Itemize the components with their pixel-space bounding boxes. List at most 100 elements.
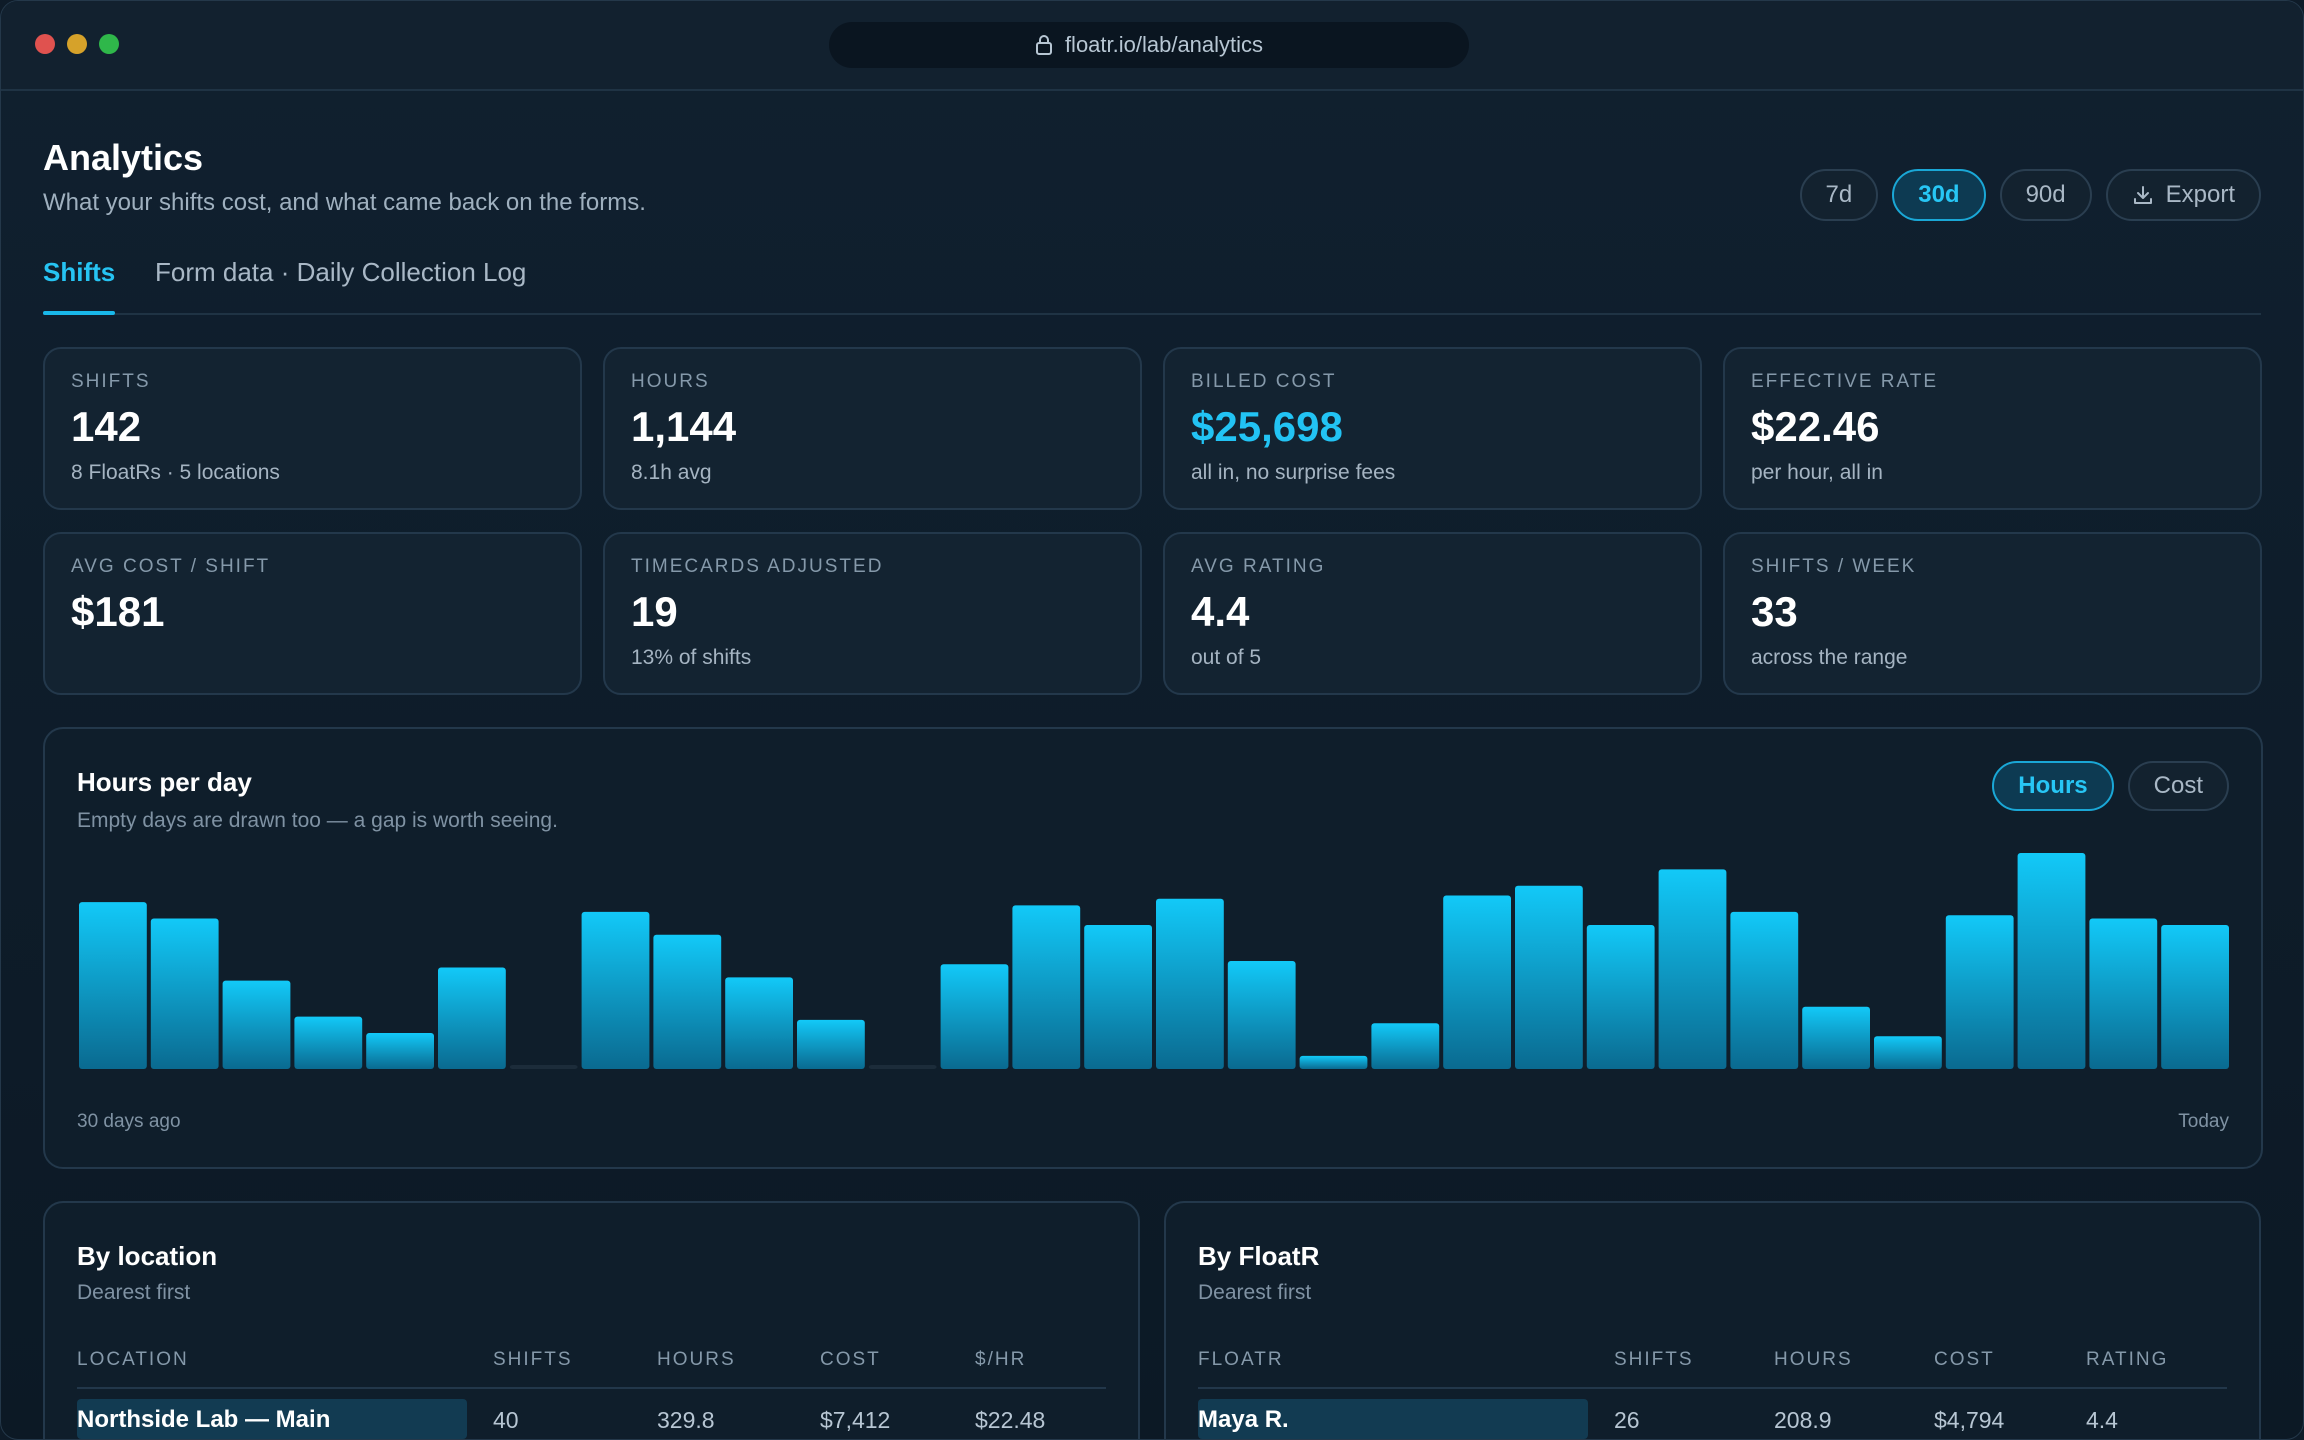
column-header[interactable]: LOCATION xyxy=(77,1349,189,1370)
page-title: Analytics xyxy=(43,137,204,178)
date-range-selector: 7d 30d 90d Export xyxy=(1799,169,2261,221)
hours-cell: 329.8 xyxy=(657,1407,715,1433)
kpi-card-shifts: SHIFTS 142 8 FloatRs · 5 locations xyxy=(43,347,582,510)
bar-day-17[interactable] xyxy=(1227,961,1296,1069)
rate-cell: $22.48 xyxy=(975,1407,1046,1433)
cost-share-bar xyxy=(77,1399,467,1439)
url-bar[interactable]: floatr.io/lab/analytics xyxy=(829,22,1469,68)
kpi-note: 13% of shifts xyxy=(631,646,752,669)
column-header[interactable]: SHIFTS xyxy=(1614,1349,1694,1370)
kpi-card-billed-cost: BILLED COST $25,698 all in, no surprise … xyxy=(1163,347,1702,510)
column-header[interactable]: RATING xyxy=(2086,1349,2169,1370)
kpi-grid: SHIFTS 142 8 FloatRs · 5 locations HOURS… xyxy=(43,347,2263,695)
close-window-button[interactable] xyxy=(35,34,55,54)
tab-shifts[interactable]: Shifts xyxy=(43,257,116,287)
title-bar: floatr.io/lab/analytics xyxy=(1,1,2303,91)
tab-form-data[interactable]: Form data · Daily Collection Log xyxy=(155,257,527,287)
bar-day-27[interactable] xyxy=(1945,915,2014,1069)
bar-day-3[interactable] xyxy=(222,980,291,1069)
column-header[interactable]: SHIFTS xyxy=(493,1349,573,1370)
kpi-label: BILLED COST xyxy=(1191,371,1337,392)
bar-day-18[interactable] xyxy=(1299,1055,1368,1069)
bar-day-19[interactable] xyxy=(1371,1023,1440,1069)
range-7d-button[interactable]: 7d xyxy=(1799,169,1879,221)
bar-day-28[interactable] xyxy=(2017,853,2086,1069)
column-header[interactable]: HOURS xyxy=(657,1349,736,1370)
table-header: LOCATION SHIFTS HOURS COST $/HR xyxy=(77,1349,1106,1389)
kpi-card-effective-rate: EFFECTIVE RATE $22.46 per hour, all in xyxy=(1723,347,2262,510)
column-header[interactable]: COST xyxy=(820,1349,881,1370)
bar-day-11[interactable] xyxy=(797,1019,865,1069)
kpi-value: $25,698 xyxy=(1191,403,1343,450)
bar-day-22[interactable] xyxy=(1586,925,1655,1069)
kpi-value: $181 xyxy=(71,588,165,635)
bar-day-29[interactable] xyxy=(2089,918,2158,1070)
kpi-value: 19 xyxy=(631,588,678,635)
cost-cell: $4,794 xyxy=(1934,1407,2005,1433)
tab-bar: Shifts Form data · Daily Collection Log xyxy=(43,251,2261,315)
kpi-card-hours: HOURS 1,144 8.1h avg xyxy=(603,347,1142,510)
table-subtitle: Dearest first xyxy=(1198,1281,1312,1304)
chart-title: Hours per day xyxy=(77,767,252,797)
chart-subtitle: Empty days are drawn too — a gap is wort… xyxy=(77,809,558,832)
bar-day-1[interactable] xyxy=(79,902,147,1069)
bar-day-24[interactable] xyxy=(1730,911,1799,1069)
bar-day-9[interactable] xyxy=(653,934,722,1069)
range-90d-button[interactable]: 90d xyxy=(1999,169,2092,221)
bar-day-10[interactable] xyxy=(725,977,793,1069)
kpi-value: 142 xyxy=(71,403,142,450)
bar-day-6[interactable] xyxy=(438,967,506,1070)
url-text: floatr.io/lab/analytics xyxy=(1064,32,1264,57)
export-button[interactable]: Export xyxy=(2105,169,2261,221)
kpi-label: SHIFTS / WEEK xyxy=(1751,556,1917,577)
bar-day-12[interactable] xyxy=(868,1065,937,1069)
maximize-window-button[interactable] xyxy=(99,34,119,54)
kpi-note: all in, no surprise fees xyxy=(1191,461,1396,484)
minimize-window-button[interactable] xyxy=(67,34,87,54)
column-header[interactable]: COST xyxy=(1934,1349,1995,1370)
bar-day-5[interactable] xyxy=(366,1033,434,1069)
bar-day-30[interactable] xyxy=(2161,925,2229,1069)
bar-day-7[interactable] xyxy=(509,1065,578,1069)
table-subtitle: Dearest first xyxy=(77,1281,191,1304)
kpi-note: 8 FloatRs · 5 locations xyxy=(71,461,280,484)
column-header[interactable]: $/HR xyxy=(975,1349,1027,1370)
hours-bar-chart xyxy=(79,853,2229,1070)
bar-day-14[interactable] xyxy=(1012,905,1081,1069)
by-location-card: By location Dearest first LOCATION SHIFT… xyxy=(43,1201,1140,1439)
hours-per-day-chart-card: Hours per day Empty days are drawn too —… xyxy=(43,727,2263,1169)
bar-day-16[interactable] xyxy=(1156,898,1224,1069)
x-axis-end-label: Today xyxy=(2178,1111,2229,1132)
bar-day-23[interactable] xyxy=(1658,869,1727,1069)
x-axis-start-label: 30 days ago xyxy=(77,1111,181,1132)
range-30d-button[interactable]: 30d xyxy=(1892,169,1986,221)
kpi-label: HOURS xyxy=(631,371,710,392)
table-row[interactable]: Northside Lab — Main 40 329.8 $7,412 $22… xyxy=(77,1399,1106,1439)
floatr-name: Maya R. xyxy=(1198,1406,1289,1433)
bar-day-15[interactable] xyxy=(1084,925,1152,1069)
bar-day-25[interactable] xyxy=(1802,1006,1870,1069)
metric-hours-button[interactable]: Hours xyxy=(1992,761,2114,811)
table-title: By FloatR xyxy=(1198,1241,1320,1271)
kpi-card-avg-cost-per-shift: AVG COST / SHIFT $181 xyxy=(43,532,582,695)
cost-cell: $7,412 xyxy=(820,1407,891,1433)
bar-day-4[interactable] xyxy=(294,1016,363,1069)
table-row[interactable]: Maya R. 26 208.9 $4,794 4.4 xyxy=(1198,1399,2227,1439)
kpi-value: 1,144 xyxy=(631,403,737,450)
bar-day-26[interactable] xyxy=(1874,1036,1942,1069)
lock-icon xyxy=(1035,35,1052,55)
bar-day-8[interactable] xyxy=(581,911,650,1069)
table-header: FLOATR SHIFTS HOURS COST RATING xyxy=(1198,1349,2227,1389)
column-header[interactable]: HOURS xyxy=(1774,1349,1853,1370)
bar-day-20[interactable] xyxy=(1443,895,1511,1070)
bar-day-2[interactable] xyxy=(150,918,219,1070)
bar-day-21[interactable] xyxy=(1515,885,1583,1069)
column-header[interactable]: FLOATR xyxy=(1198,1349,1284,1370)
kpi-card-timecards-adjusted: TIMECARDS ADJUSTED 19 13% of shifts xyxy=(603,532,1142,695)
kpi-label: SHIFTS xyxy=(71,371,151,392)
hours-cell: 208.9 xyxy=(1774,1407,1832,1433)
metric-cost-button[interactable]: Cost xyxy=(2127,761,2229,811)
kpi-value: 4.4 xyxy=(1191,588,1250,635)
page-subtitle: What your shifts cost, and what came bac… xyxy=(43,189,646,216)
bar-day-13[interactable] xyxy=(940,964,1009,1069)
